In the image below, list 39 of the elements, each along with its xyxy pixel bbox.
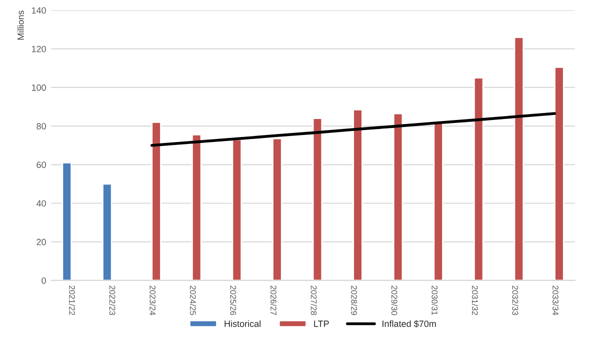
x-tick-label: 2027/28 [310,286,317,316]
bar [312,118,323,280]
x-tick-label: 2026/27 [270,286,277,316]
bar [554,66,564,280]
y-tick-label: 100 [32,84,46,91]
y-tick-label: 40 [36,200,46,207]
x-tick-label: 2021/22 [69,286,76,316]
bar [272,138,282,280]
bar [191,134,202,280]
y-tick-label: 140 [32,7,46,14]
y-axis-title: Millions [17,10,24,40]
y-tick-label: 80 [36,123,46,130]
bar [102,183,112,280]
bar [473,77,484,280]
y-tick-label: 60 [36,162,46,168]
x-tick-label: 2029/30 [391,286,398,316]
x-tick-label: 2031/32 [472,286,478,316]
y-tick-label: 0 [42,277,46,284]
x-tick-label: 2032/33 [512,286,518,316]
legend-label: LTP [314,320,329,327]
x-tick-label: 2030/31 [432,286,438,316]
bar [392,112,404,280]
x-tick-label: 2024/25 [190,286,196,316]
line-series [150,112,556,147]
bar [514,36,524,280]
x-tick-label: 2023/24 [150,286,156,316]
x-tick-label: 2022/23 [109,286,116,316]
x-tick-label: 2033/34 [552,286,559,316]
x-tick-label: 2025/26 [230,286,236,316]
bar [151,121,162,280]
bar [433,122,444,280]
legend-label: Historical [224,320,260,327]
bar [232,138,242,280]
bar [352,108,363,280]
bar [62,162,72,280]
legend-label: Inflated $70m [382,320,436,328]
y-tick-label: 20 [36,238,46,246]
x-tick-label: 2028/29 [351,286,358,316]
y-tick-label: 120 [32,46,46,52]
